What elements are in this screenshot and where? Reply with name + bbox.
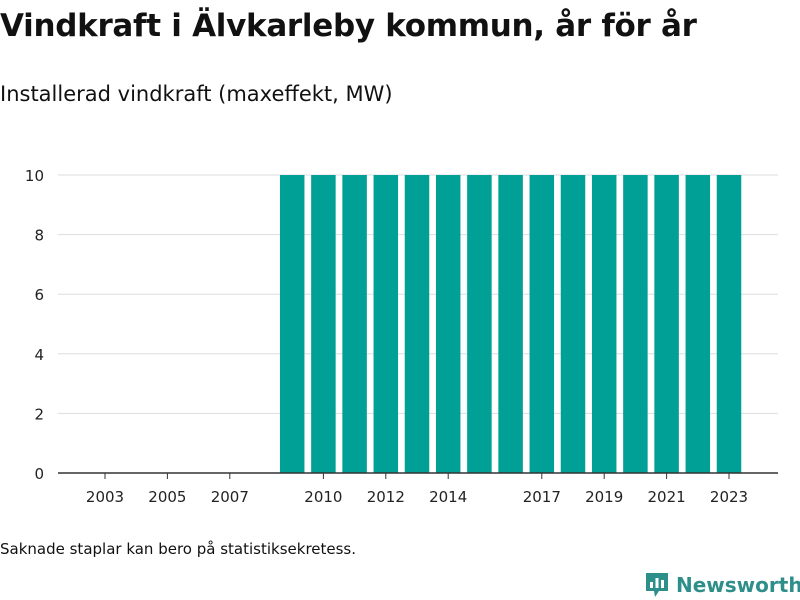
y-tick-label: 10: [25, 167, 44, 185]
x-tick-label: 2003: [86, 488, 124, 506]
x-tick-label: 2007: [211, 488, 249, 506]
bar-2013[interactable]: [404, 175, 430, 473]
x-tick-label: 2017: [523, 488, 561, 506]
bars: [279, 175, 742, 473]
y-tick-label: 6: [34, 286, 44, 304]
bar-2012[interactable]: [373, 175, 399, 473]
bar-chart: 0 2 4 6 8 10 2003 2005 2007 2010 2012 2014 2017 2019…: [25, 167, 778, 506]
bar-2017[interactable]: [529, 175, 555, 473]
brand-name: Newsworthy: [676, 573, 800, 597]
bar-2021[interactable]: [654, 175, 679, 473]
y-tick-label: 8: [34, 227, 44, 245]
bar-2014[interactable]: [435, 175, 461, 473]
bar-2016[interactable]: [498, 175, 523, 473]
y-tick-label: 2: [34, 405, 44, 423]
y-tick-label: 0: [34, 465, 44, 483]
x-tick-label: 2023: [710, 488, 748, 506]
x-tick-label: 2010: [304, 488, 342, 506]
x-tick-label: 2021: [648, 488, 686, 506]
bar-2011[interactable]: [342, 175, 367, 473]
x-tick-label: 2019: [585, 488, 623, 506]
x-tick-label: 2014: [429, 488, 467, 506]
bar-2009[interactable]: [279, 175, 305, 473]
bar-2015[interactable]: [467, 175, 492, 473]
x-tick-label: 2012: [367, 488, 405, 506]
y-tick-label: 4: [34, 346, 44, 364]
chart-title: Vindkraft i Älvkarleby kommun, år för år: [0, 8, 697, 44]
bar-2023[interactable]: [716, 175, 742, 473]
x-tick-label: 2005: [148, 488, 186, 506]
x-axis-ticks: 2003 2005 2007 2010 2012 2014 2017 2019 2021 2023: [86, 473, 748, 506]
footnote: Saknade staplar kan bero på statistiksek…: [0, 540, 357, 558]
bar-2019[interactable]: [591, 175, 617, 473]
newsworthy-logo[interactable]: Newsworthy: [644, 570, 800, 600]
bar-2020[interactable]: [623, 175, 648, 473]
bar-2010[interactable]: [311, 175, 336, 473]
bar-chart-logo-icon: [646, 573, 668, 597]
y-axis-ticks: 0 2 4 6 8 10: [25, 167, 44, 483]
bar-2022[interactable]: [685, 175, 711, 473]
chart-subtitle: Installerad vindkraft (maxeffekt, MW): [0, 82, 393, 106]
bar-2018[interactable]: [560, 175, 586, 473]
